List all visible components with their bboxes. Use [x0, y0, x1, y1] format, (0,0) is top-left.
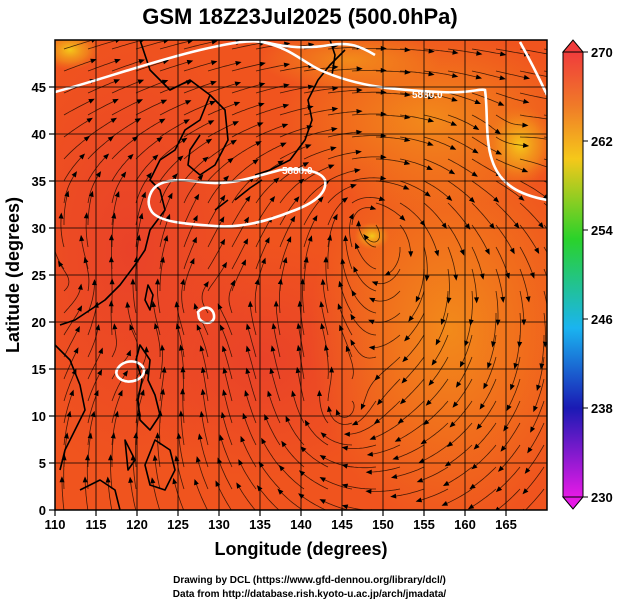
colorbar-tick-label: 262 — [591, 134, 613, 149]
x-tick-label: 125 — [167, 517, 189, 532]
warm-spot-40n — [485, 105, 547, 185]
x-tick-label: 130 — [208, 517, 230, 532]
colorbar-body — [562, 51, 584, 498]
x-axis-label: Longitude (degrees) — [214, 539, 387, 559]
warm-spot-31n — [354, 222, 390, 250]
x-tick-label: 140 — [290, 517, 312, 532]
colorbar-ticks: 270 262 254 246 238 230 — [583, 45, 613, 505]
contour-5880-north — [55, 40, 547, 202]
contour-label-japan: 5880.0 — [282, 166, 313, 177]
credit-data: Data from http://database.rish.kyoto-u.a… — [172, 589, 447, 600]
y-tick-label: 25 — [32, 268, 46, 283]
x-tick-label: 120 — [126, 517, 148, 532]
warm-spot-nw — [55, 40, 100, 70]
x-axis: 110 115 120 125 130 135 140 145 150 155 160 165 — [45, 510, 517, 532]
y-tick-label: 20 — [32, 315, 46, 330]
y-tick-label: 15 — [32, 362, 46, 377]
contour-5880-north-b — [254, 40, 376, 57]
y-tick-label: 40 — [32, 127, 46, 142]
colorbar-tick-label: 254 — [591, 223, 613, 238]
colorbar-tick-label: 270 — [591, 45, 613, 60]
coast-china-korea — [59, 40, 211, 326]
colorbar-bottom-arrow — [561, 496, 585, 510]
coast-indochina — [55, 344, 86, 471]
colorbar: 270 262 254 246 238 230 — [561, 39, 613, 510]
x-tick-label: 145 — [331, 517, 353, 532]
y-tick-label: 30 — [32, 221, 46, 236]
x-tick-label: 155 — [413, 517, 435, 532]
y-tick-label: 45 — [32, 80, 46, 95]
coast-borneo — [79, 479, 121, 510]
coast-taiwan — [144, 284, 154, 311]
x-tick-label: 135 — [249, 517, 271, 532]
streamline-paths — [55, 40, 547, 510]
colorbar-top-arrow — [561, 39, 585, 53]
colorbar-tick-label: 238 — [591, 401, 613, 416]
credit-drawing: Drawing by DCL (https://www.gfd-dennou.o… — [173, 575, 446, 586]
y-tick-label: 35 — [32, 174, 46, 189]
colorbar-tick-label: 246 — [591, 312, 613, 327]
y-axis-label: Latitude (degrees) — [3, 197, 23, 353]
coast-korea — [187, 94, 229, 176]
y-tick-label: 0 — [39, 503, 46, 518]
y-tick-label: 10 — [32, 409, 46, 424]
x-tick-label: 165 — [495, 517, 517, 532]
warm-spot-n — [260, 40, 440, 90]
x-tick-label: 115 — [86, 517, 107, 532]
map-title: GSM 18Z23Jul2025 (500.0hPa) — [142, 4, 458, 29]
contour-label-north: 5880.0 — [412, 90, 443, 101]
y-tick-label: 5 — [39, 456, 46, 471]
colorbar-tick-label: 230 — [591, 490, 613, 505]
x-tick-label: 110 — [45, 517, 66, 532]
x-tick-label: 150 — [372, 517, 394, 532]
contour-5880-east — [518, 41, 547, 96]
gridlines — [55, 40, 547, 510]
contour-5880-japan — [147, 168, 327, 228]
coast-philippines-south — [124, 439, 176, 491]
x-tick-label: 160 — [454, 517, 476, 532]
height-contours — [55, 40, 547, 383]
contour-5880-small-1 — [196, 306, 216, 325]
coastlines — [55, 40, 346, 510]
coast-japan — [214, 49, 346, 211]
y-axis: 0 5 10 15 20 25 30 35 40 45 — [32, 80, 55, 518]
contour-5880-small-2 — [115, 360, 146, 383]
coast-luzon — [135, 344, 161, 431]
